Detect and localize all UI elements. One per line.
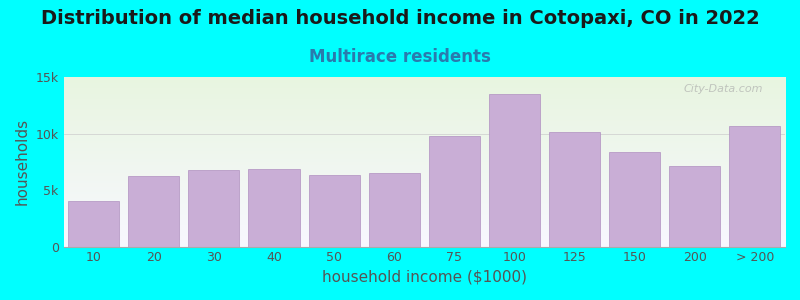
Bar [609,152,660,247]
Y-axis label: households: households [15,118,30,206]
Bar [670,166,720,247]
Bar [369,173,420,247]
Text: Multirace residents: Multirace residents [309,48,491,66]
Bar [188,170,239,247]
Bar [249,169,299,247]
Bar [128,176,179,247]
Bar [309,176,360,247]
Text: City-Data.com: City-Data.com [684,84,763,94]
Text: Distribution of median household income in Cotopaxi, CO in 2022: Distribution of median household income … [41,9,759,28]
Bar [429,136,480,247]
Bar [489,94,540,247]
Bar [68,201,119,247]
Bar [549,132,600,247]
Bar [730,126,781,247]
X-axis label: household income ($1000): household income ($1000) [322,270,526,285]
